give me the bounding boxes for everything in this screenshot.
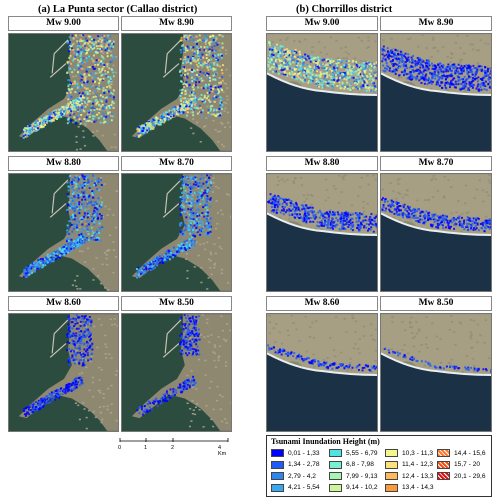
legend-item: 1,34 - 2,78 <box>271 460 320 469</box>
legend-item: 11,4 - 12,3 <box>385 460 434 469</box>
inundation-map-graphic <box>267 34 377 151</box>
inundation-map-graphic <box>381 314 491 431</box>
inundation-map-graphic <box>122 34 231 151</box>
legend-item: 9,14 - 10,2 <box>329 483 378 492</box>
legend-label: 5,55 - 6,79 <box>346 449 378 457</box>
scale-tick-3: 4 Km <box>218 445 227 457</box>
inundation-map-graphic <box>122 174 231 291</box>
legend-item: 20,1 - 29,6 <box>437 472 486 480</box>
legend-label: 11,4 - 12,3 <box>402 461 434 468</box>
scale-tick-0: 0 <box>118 445 122 451</box>
map-label-a-4: Mw 8.60 <box>8 296 119 311</box>
legend-item: 5,55 - 6,79 <box>329 449 378 457</box>
legend-swatch <box>437 460 450 469</box>
inundation-map-graphic <box>381 174 491 291</box>
legend-swatch <box>329 460 342 469</box>
map-label-b-1: Mw 8.90 <box>380 16 492 31</box>
legend-swatch <box>271 472 284 480</box>
legend-item: 12,4 - 13,3 <box>385 472 434 480</box>
inundation-map-b-3 <box>380 173 492 292</box>
scale-tick-2: 2 <box>171 445 175 451</box>
legend-item: 7,99 - 9,13 <box>329 472 378 480</box>
legend-swatch <box>385 472 398 480</box>
legend-swatch <box>385 449 398 457</box>
inundation-map-graphic <box>267 314 377 431</box>
legend-swatch <box>271 449 284 457</box>
inundation-map-a-3 <box>121 173 232 292</box>
legend: Tsunami Inundation Height (m) 0,01 - 1,3… <box>266 435 492 497</box>
map-label-b-4: Mw 8.60 <box>266 296 378 311</box>
legend-swatch <box>329 449 342 457</box>
legend-swatch <box>329 483 342 492</box>
scale-bar: 0 1 2 4 Km <box>118 436 230 457</box>
map-label-a-0: Mw 9.00 <box>8 16 119 31</box>
inundation-map-a-1 <box>121 33 232 152</box>
inundation-map-graphic <box>9 314 118 431</box>
legend-label: 1,34 - 2,78 <box>288 461 320 468</box>
legend-label: 14,4 - 15,6 <box>454 449 486 457</box>
inundation-map-graphic <box>267 174 377 291</box>
legend-label: 12,4 - 13,3 <box>402 472 434 480</box>
panel-b-title: (b) Chorrillos district <box>296 4 393 15</box>
legend-label: 20,1 - 29,6 <box>454 472 486 480</box>
legend-item: 14,4 - 15,6 <box>437 449 486 457</box>
legend-item: 13,4 - 14,3 <box>385 483 434 492</box>
legend-label: 0,01 - 1,33 <box>288 449 320 457</box>
legend-label: 15,7 - 20 <box>454 461 481 468</box>
inundation-map-a-4 <box>8 313 119 432</box>
legend-label: 4,21 - 5,54 <box>288 484 320 491</box>
legend-item: 6,8 - 7,98 <box>329 460 374 469</box>
legend-item: 4,21 - 5,54 <box>271 483 320 492</box>
legend-item: 10,3 - 11,3 <box>385 449 433 457</box>
inundation-map-graphic <box>9 34 118 151</box>
legend-label: 13,4 - 14,3 <box>402 484 434 491</box>
map-label-a-1: Mw 8.90 <box>121 16 232 31</box>
legend-swatch <box>437 472 450 480</box>
map-label-b-0: Mw 9.00 <box>266 16 378 31</box>
inundation-map-b-0 <box>266 33 378 152</box>
inundation-map-graphic <box>122 314 231 431</box>
legend-label: 2,79 - 4,2 <box>288 472 316 480</box>
legend-item: 15,7 - 20 <box>437 460 481 469</box>
legend-title: Tsunami Inundation Height (m) <box>271 437 380 446</box>
map-label-a-3: Mw 8.70 <box>121 156 232 171</box>
inundation-map-a-5 <box>121 313 232 432</box>
inundation-map-graphic <box>9 174 118 291</box>
map-label-b-2: Mw 8.80 <box>266 156 378 171</box>
legend-swatch <box>437 449 450 457</box>
inundation-map-graphic <box>381 34 491 151</box>
inundation-map-a-0 <box>8 33 119 152</box>
inundation-map-b-4 <box>266 313 378 432</box>
panel-a-title: (a) La Punta sector (Callao district) <box>38 4 198 15</box>
legend-swatch <box>385 460 398 469</box>
legend-swatch <box>271 460 284 469</box>
legend-label: 7,99 - 9,13 <box>346 472 378 480</box>
legend-swatch <box>271 483 284 492</box>
inundation-map-a-2 <box>8 173 119 292</box>
scale-tick-1: 1 <box>144 445 148 451</box>
legend-label: 6,8 - 7,98 <box>346 461 374 468</box>
inundation-map-b-2 <box>266 173 378 292</box>
legend-swatch <box>329 472 342 480</box>
legend-label: 9,14 - 10,2 <box>346 484 378 491</box>
map-label-b-3: Mw 8.70 <box>380 156 492 171</box>
map-label-b-5: Mw 8.50 <box>380 296 492 311</box>
legend-item: 2,79 - 4,2 <box>271 472 316 480</box>
legend-label: 10,3 - 11,3 <box>402 449 434 457</box>
inundation-map-b-5 <box>380 313 492 432</box>
legend-item: 0,01 - 1,33 <box>271 449 320 457</box>
map-label-a-2: Mw 8.80 <box>8 156 119 171</box>
legend-swatch <box>385 483 398 492</box>
inundation-map-b-1 <box>380 33 492 152</box>
map-label-a-5: Mw 8.50 <box>121 296 232 311</box>
